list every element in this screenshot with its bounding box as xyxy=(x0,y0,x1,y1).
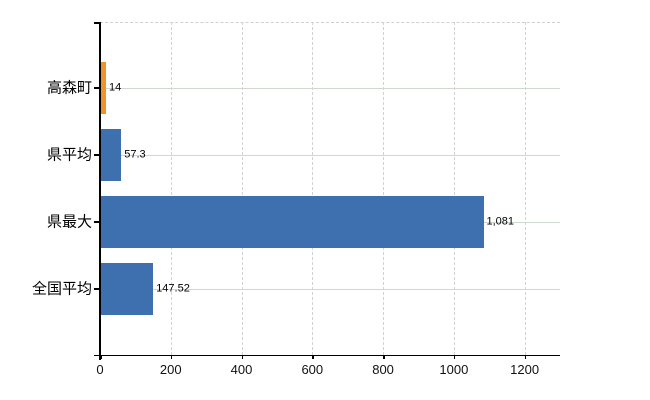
gridline-horizontal xyxy=(100,88,560,89)
category-label: 県最大 xyxy=(46,213,92,231)
x-axis-tick-label: 800 xyxy=(372,362,394,377)
x-axis-tick xyxy=(524,355,527,359)
x-axis-tick-label: 0 xyxy=(96,362,104,377)
category-label: 高森町 xyxy=(46,79,92,97)
bar-value-label: 1,081 xyxy=(486,215,515,228)
gridline-horizontal xyxy=(100,155,560,156)
x-axis-tick-label: 600 xyxy=(301,362,324,377)
gridline-vertical xyxy=(170,22,172,355)
y-axis-tick xyxy=(94,288,100,290)
category-label: 県平均 xyxy=(46,146,92,164)
x-axis-line xyxy=(94,354,560,356)
x-axis-tick-label: 200 xyxy=(159,362,182,377)
x-axis-tick-label: 1000 xyxy=(439,362,469,377)
x-axis-tick xyxy=(241,355,244,359)
gridline-vertical xyxy=(312,22,314,355)
y-axis-tick xyxy=(94,221,100,223)
bar xyxy=(101,62,106,114)
gridline-vertical xyxy=(241,22,243,355)
gridline-horizontal xyxy=(100,289,560,290)
gridline-vertical xyxy=(524,22,526,355)
x-axis-tick xyxy=(453,355,456,359)
bar xyxy=(101,196,484,248)
plot-top-border xyxy=(100,22,560,23)
x-axis-tick xyxy=(312,355,314,359)
x-axis-tick-label: 400 xyxy=(230,362,253,377)
bar xyxy=(101,129,122,181)
y-axis-line xyxy=(99,22,101,360)
x-axis-tick-label: 1200 xyxy=(510,362,540,377)
category-label: 全国平均 xyxy=(31,280,92,298)
x-axis-tick xyxy=(170,355,173,359)
y-axis-top-tick xyxy=(94,22,100,24)
bar-value-label: 14 xyxy=(108,81,122,94)
bar xyxy=(101,263,154,315)
x-axis-tick xyxy=(100,355,102,359)
x-axis-tick xyxy=(383,355,385,359)
y-axis-tick xyxy=(94,87,100,89)
gridline-vertical xyxy=(453,22,455,355)
bar-value-label: 57.3 xyxy=(124,148,146,161)
y-axis-tick xyxy=(94,154,100,156)
gridline-vertical xyxy=(383,22,385,355)
bar-value-label: 147.52 xyxy=(156,282,190,295)
